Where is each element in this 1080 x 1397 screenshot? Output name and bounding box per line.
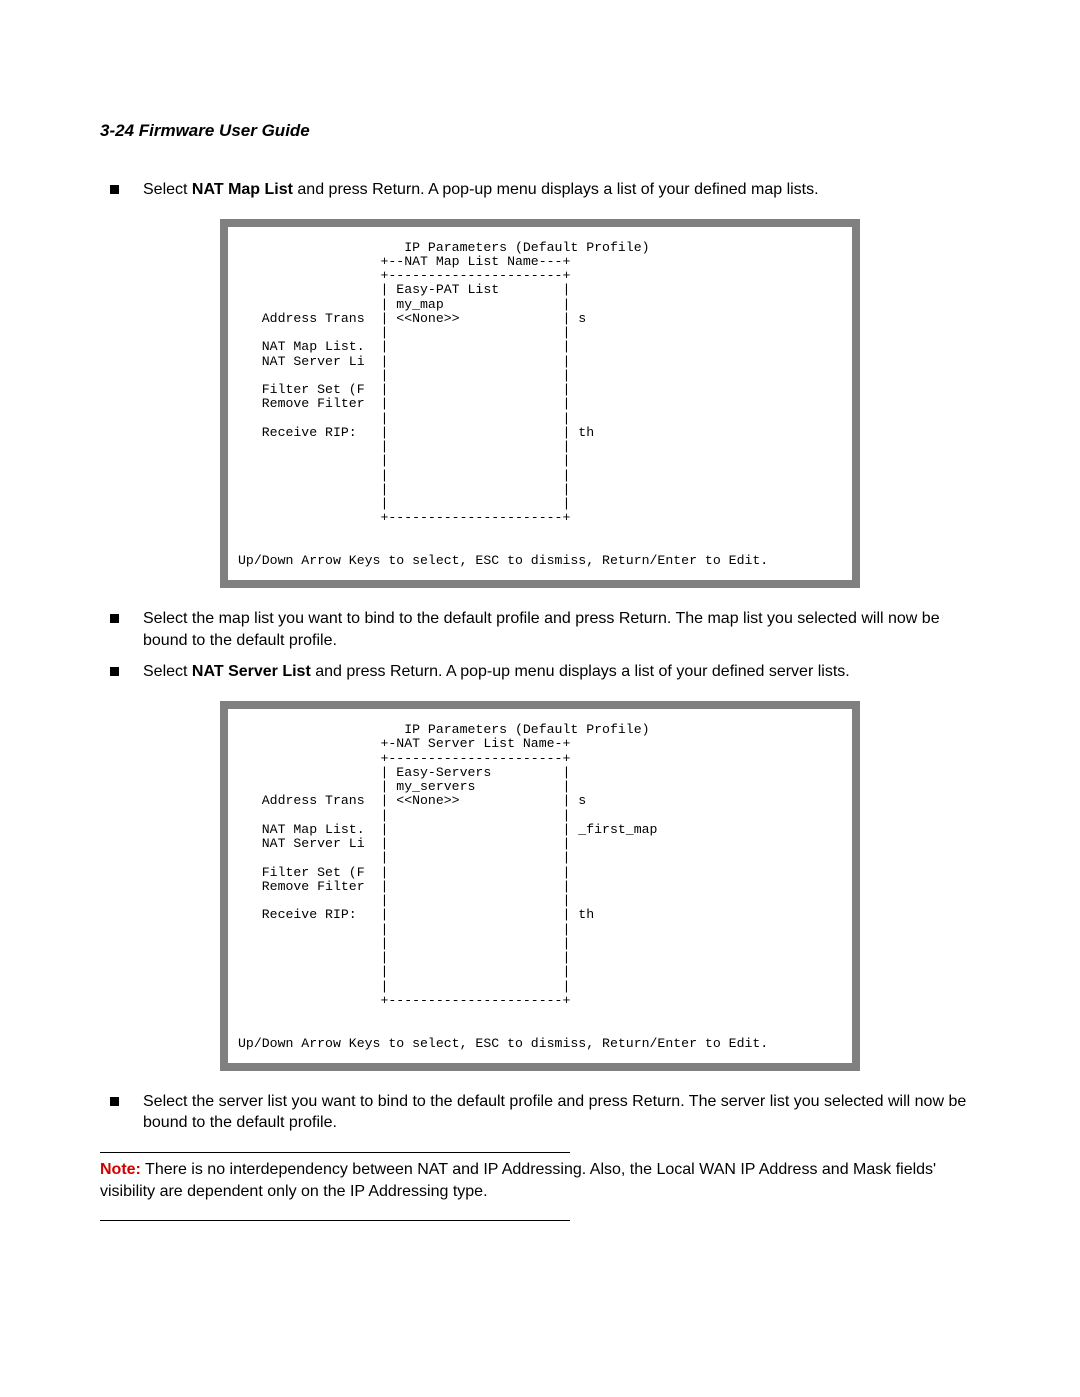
text-pre: Select: [143, 181, 192, 198]
page-header: 3-24 Firmware User Guide: [100, 120, 980, 143]
bullet-text: Select NAT Server List and press Return.…: [143, 661, 980, 683]
text-bold: NAT Server List: [192, 663, 311, 680]
text-post: and press Return. A pop-up menu displays…: [293, 181, 819, 198]
note-label: Note:: [100, 1161, 141, 1178]
page: 3-24 Firmware User Guide Select NAT Map …: [0, 0, 1080, 1397]
bullet-item-3: Select NAT Server List and press Return.…: [110, 661, 980, 683]
divider: [100, 1152, 570, 1153]
note-block: Note: There is no interdependency betwee…: [100, 1159, 980, 1202]
terminal-screenshot-2: IP Parameters (Default Profile) +-NAT Se…: [220, 701, 860, 1071]
text-pre: Select: [143, 663, 192, 680]
bullet-square-icon: [110, 667, 119, 676]
bullet-text: Select NAT Map List and press Return. A …: [143, 179, 980, 201]
divider: [100, 1220, 570, 1221]
text-bold: NAT Map List: [192, 181, 293, 198]
terminal-screenshot-1: IP Parameters (Default Profile) +--NAT M…: [220, 219, 860, 589]
terminal-text: IP Parameters (Default Profile) +--NAT M…: [238, 241, 842, 569]
bullet-square-icon: [110, 614, 119, 623]
bullet-square-icon: [110, 1097, 119, 1106]
bullet-square-icon: [110, 185, 119, 194]
bullet-item-1: Select NAT Map List and press Return. A …: [110, 179, 980, 201]
text-post: and press Return. A pop-up menu displays…: [311, 663, 850, 680]
note-text: There is no interdependency between NAT …: [100, 1161, 936, 1200]
bullet-item-4: Select the server list you want to bind …: [110, 1091, 980, 1134]
bullet-item-2: Select the map list you want to bind to …: [110, 608, 980, 651]
bullet-text: Select the server list you want to bind …: [143, 1091, 980, 1134]
terminal-text: IP Parameters (Default Profile) +-NAT Se…: [238, 723, 842, 1051]
bullet-text: Select the map list you want to bind to …: [143, 608, 980, 651]
